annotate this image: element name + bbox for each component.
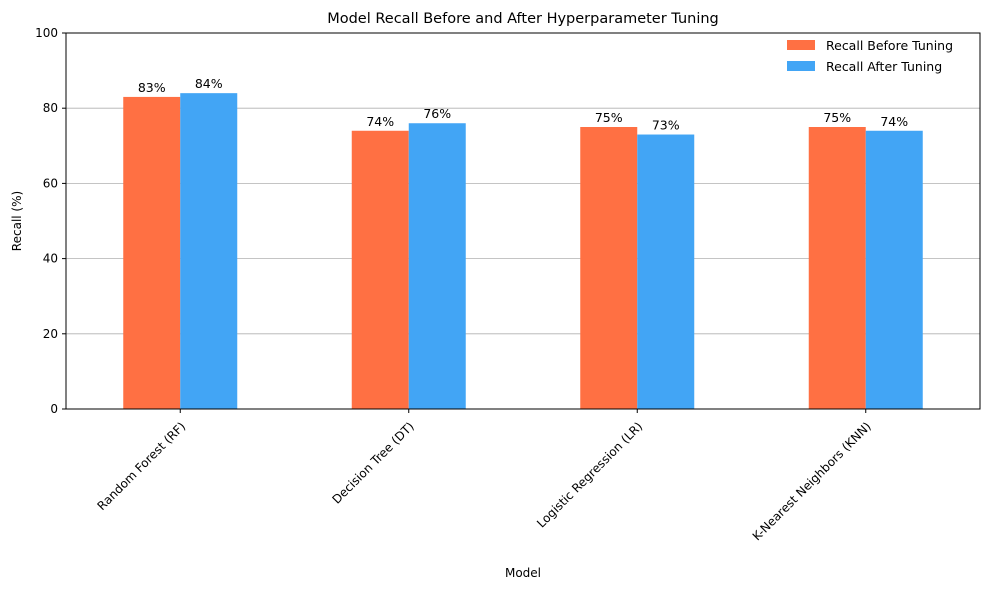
data-label: 83%: [138, 80, 166, 95]
bar: [865, 130, 923, 409]
bar: [180, 93, 238, 409]
data-labels: 83% 84% 74% 76% 75% 73% 75% 74%: [138, 76, 908, 132]
bar: [808, 127, 866, 409]
legend-label: Recall Before Tuning: [826, 38, 953, 53]
legend-swatch: [787, 61, 815, 71]
bar: [408, 123, 466, 410]
x-tick-label: Random Forest (RF): [95, 419, 189, 513]
x-tick-label: Decision Tree (DT): [329, 419, 416, 506]
data-label: 74%: [880, 114, 908, 129]
bars: [123, 93, 923, 410]
bar: [351, 130, 409, 409]
x-axis-label: Model: [505, 566, 541, 580]
legend-swatch: [787, 40, 815, 50]
legend-label: Recall After Tuning: [826, 59, 942, 74]
data-label: 76%: [423, 106, 451, 121]
y-axis: 0 20 40 60 80 100: [35, 26, 66, 416]
plot-frame: [65, 32, 981, 410]
bar: [123, 96, 181, 410]
y-tick-label: 40: [43, 252, 58, 266]
y-tick-label: 100: [35, 26, 58, 40]
x-tick-label: K-Nearest Neighbors (KNN): [750, 419, 874, 543]
data-label: 73%: [652, 118, 680, 133]
y-axis-label: Recall (%): [10, 191, 24, 251]
y-tick-label: 60: [43, 176, 58, 190]
y-tick-label: 80: [43, 101, 58, 115]
data-label: 74%: [366, 114, 394, 129]
y-tick-label: 20: [43, 327, 58, 341]
data-label: 75%: [823, 110, 851, 125]
legend: Recall Before Tuning Recall After Tuning: [787, 38, 953, 74]
y-tick-label: 0: [50, 402, 58, 416]
x-tick-label: Logistic Regression (LR): [534, 419, 645, 530]
chart-title: Model Recall Before and After Hyperparam…: [327, 11, 719, 27]
data-label: 84%: [195, 76, 223, 91]
x-axis: Random Forest (RF) Decision Tree (DT) Logi…: [95, 409, 874, 543]
bar: [580, 127, 638, 409]
bar: [637, 134, 695, 409]
data-label: 75%: [595, 110, 623, 125]
